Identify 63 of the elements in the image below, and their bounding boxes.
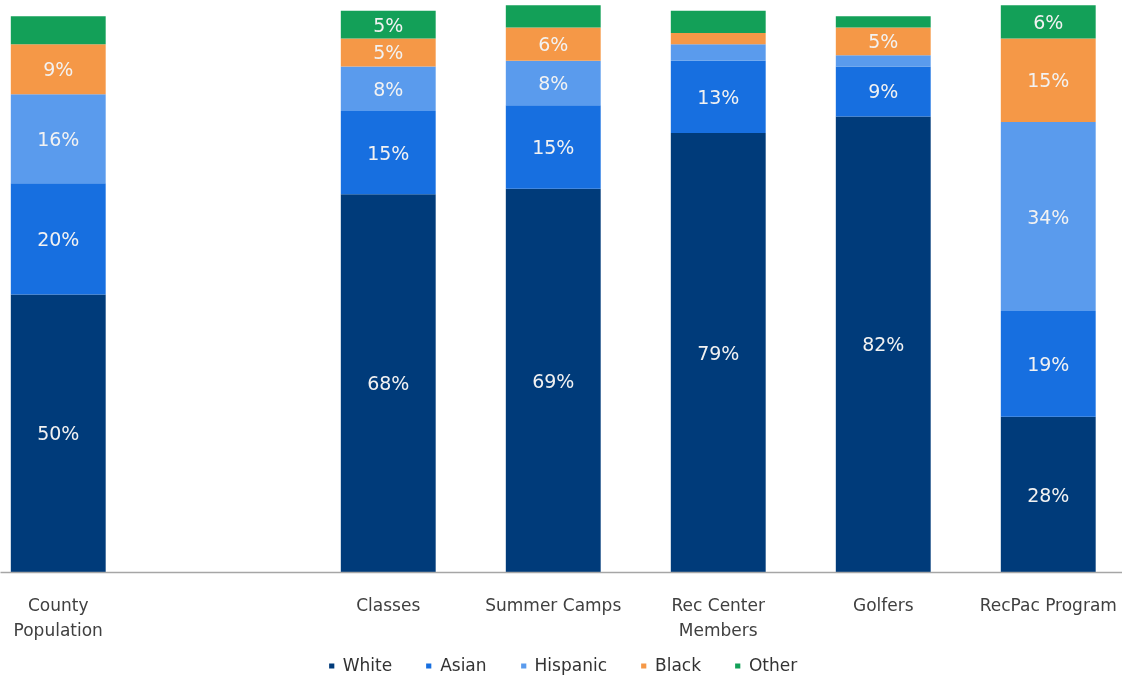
legend-label: Black bbox=[654, 655, 701, 675]
data-label: 19% bbox=[1027, 352, 1070, 375]
data-label: 8% bbox=[538, 72, 569, 95]
bar bbox=[670, 133, 766, 573]
bar bbox=[505, 5, 601, 28]
bar bbox=[505, 105, 601, 189]
data-label: 13% bbox=[697, 85, 740, 108]
legend-label: Hispanic bbox=[534, 655, 607, 675]
legend-label: Asian bbox=[440, 655, 487, 675]
bar bbox=[1000, 122, 1096, 312]
bar bbox=[1000, 311, 1096, 417]
legend-label: White bbox=[342, 655, 393, 675]
bar bbox=[835, 55, 931, 67]
data-label: 15% bbox=[532, 136, 575, 159]
bar bbox=[10, 16, 106, 45]
data-label: 15% bbox=[367, 141, 410, 164]
data-label: 16% bbox=[37, 127, 80, 150]
data-label: 5% bbox=[868, 30, 899, 53]
x-tick-label: RecPac Program bbox=[979, 594, 1117, 615]
bar bbox=[1000, 416, 1096, 573]
data-label: 6% bbox=[538, 33, 569, 56]
bar bbox=[10, 294, 106, 573]
data-label: 82% bbox=[862, 333, 905, 356]
data-label: 15% bbox=[1027, 69, 1070, 92]
bar bbox=[1000, 5, 1096, 39]
bar bbox=[835, 116, 931, 573]
data-label: 69% bbox=[532, 369, 575, 392]
bar bbox=[505, 60, 601, 106]
data-label: 28% bbox=[1027, 483, 1070, 506]
bar bbox=[340, 66, 436, 111]
legend-label: Other bbox=[748, 655, 798, 675]
bar bbox=[670, 44, 766, 61]
data-label: 34% bbox=[1027, 205, 1070, 228]
data-label: 20% bbox=[37, 227, 80, 250]
bar bbox=[505, 27, 601, 61]
bar bbox=[340, 10, 436, 39]
data-label: 50% bbox=[37, 422, 80, 445]
data-label: 6% bbox=[1033, 10, 1064, 33]
x-tick-label: Golfers bbox=[852, 594, 914, 615]
bar bbox=[670, 10, 766, 34]
data-label: 5% bbox=[373, 13, 404, 36]
bar bbox=[835, 66, 931, 117]
bar bbox=[1000, 38, 1096, 122]
bar bbox=[10, 183, 106, 295]
data-label: 9% bbox=[43, 58, 74, 81]
data-label: 8% bbox=[373, 77, 404, 100]
bar bbox=[835, 27, 931, 56]
x-tick-label: Summer Camps bbox=[485, 594, 622, 615]
bar bbox=[340, 194, 436, 573]
bar bbox=[340, 110, 436, 195]
bar bbox=[505, 188, 601, 573]
data-label: 68% bbox=[367, 372, 410, 395]
x-tick-label: County Population bbox=[13, 594, 103, 640]
bar bbox=[10, 44, 106, 95]
bar bbox=[670, 60, 766, 134]
bar bbox=[10, 94, 106, 184]
data-label: 5% bbox=[373, 41, 404, 64]
data-label: 9% bbox=[868, 80, 899, 103]
bar bbox=[835, 16, 931, 28]
bar bbox=[670, 33, 766, 45]
x-tick-label: Classes bbox=[356, 594, 421, 615]
data-label: 79% bbox=[697, 341, 740, 364]
x-tick-label: Rec Center Members bbox=[671, 594, 765, 640]
